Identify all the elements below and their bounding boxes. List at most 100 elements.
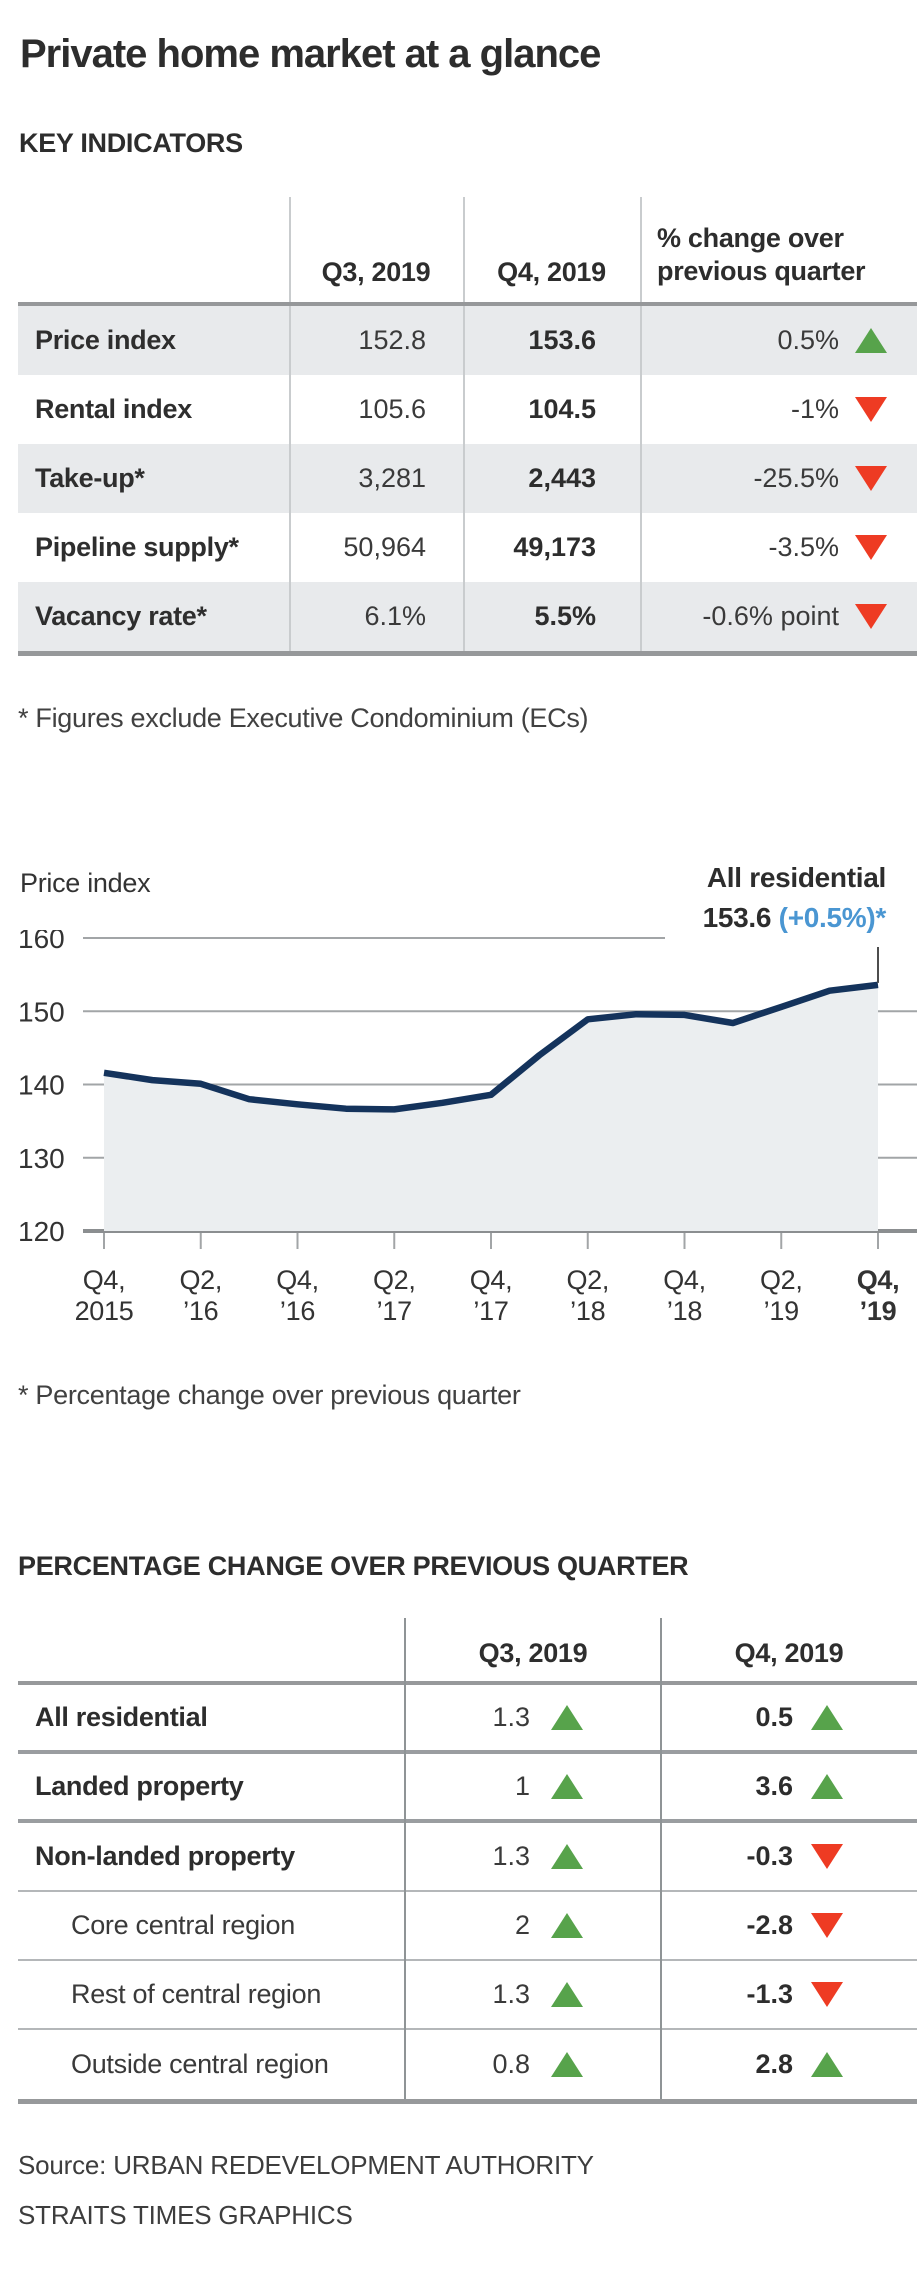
q3-value: 50,964 — [343, 532, 426, 562]
q3-cell: 1.3 — [405, 1702, 661, 1733]
x-tick-line2: ’19 — [763, 1296, 799, 1326]
q4-value: 104.5 — [528, 394, 596, 424]
bottom-rule — [18, 651, 917, 656]
y-tick-label: 140 — [18, 1070, 65, 1101]
header-q3: Q3, 2019 — [478, 1638, 588, 1668]
column-divider — [289, 197, 291, 656]
x-tick-line1: Q4, — [82, 1265, 126, 1295]
x-tick-line1: Q2, — [372, 1265, 416, 1295]
table-row: All residential 1.3 0.5 — [18, 1685, 917, 1754]
column-divider — [660, 1618, 662, 2099]
q3-cell: 2 — [405, 1910, 661, 1941]
change-cell: 0.5% — [640, 325, 917, 356]
annotation-value-line: 153.6 (+0.5%)* — [702, 898, 887, 938]
x-tick-label: Q4, ’16 — [276, 1265, 319, 1327]
change-value: -0.6% point — [702, 601, 839, 631]
header-change: % change over previous quarter — [657, 223, 866, 286]
table-header-row: Q3, 2019 Q4, 2019 % change over previous… — [18, 197, 917, 302]
up-triangle-icon — [551, 1844, 583, 1869]
row-label: Outside central region — [71, 2049, 329, 2079]
table-row: Landed property 1 3.6 — [18, 1754, 917, 1823]
header-spacer — [18, 288, 289, 302]
change-value: -25.5% — [753, 463, 839, 493]
q3-value: 1.3 — [492, 1702, 530, 1732]
q4-cell: 2.8 — [661, 2049, 917, 2080]
x-tick-line2: ’17 — [473, 1296, 509, 1326]
q4-cell: -0.3 — [661, 1841, 917, 1872]
annotation-value: 153.6 — [702, 902, 772, 933]
x-tick-line1: Q2, — [566, 1265, 610, 1295]
key-indicators-rows: Price index 152.8 153.6 0.5% Rental index 105… — [18, 306, 917, 651]
q3-value: 6.1% — [364, 601, 426, 631]
q4-value: -1.3 — [746, 1979, 793, 2009]
table-row: Non-landed property 1.3 -0.3 — [18, 1823, 917, 1892]
q3-value: 1.3 — [492, 1979, 530, 2009]
row-label: Core central region — [71, 1910, 295, 1940]
header-spacer — [18, 1669, 405, 1681]
header-q4: Q4, 2019 — [497, 257, 606, 287]
x-tick-line1: Q2, — [759, 1265, 803, 1295]
y-tick-label: 130 — [18, 1143, 65, 1174]
x-tick-line2: ’19 — [859, 1296, 897, 1326]
change-value: -1% — [790, 394, 839, 424]
x-axis-labels: Q4, 2015 Q2, ’16 Q4, ’16 Q2, ’17 Q4, ’17 Q2, ’18 Q4,… — [0, 1265, 920, 1335]
x-tick-line2: ’16 — [183, 1296, 219, 1326]
y-tick-label: 120 — [18, 1216, 65, 1247]
row-label: Rest of central region — [71, 1979, 322, 2009]
price-index-chart-area: 160 150 140 130 120 — [0, 923, 920, 1265]
x-tick-line1: Q4, — [469, 1265, 513, 1295]
down-triangle-icon — [811, 1913, 843, 1938]
x-tick-line2: ’17 — [376, 1296, 412, 1326]
change-cell: -0.6% point — [640, 601, 917, 632]
q4-value: 5.5% — [534, 601, 596, 631]
x-tick-line1: Q4, — [663, 1265, 706, 1295]
source-block: Source: URBAN REDEVELOPMENT AUTHORITY ST… — [18, 2140, 594, 2240]
q4-value: 2,443 — [528, 463, 596, 493]
q4-cell: 0.5 — [661, 1702, 917, 1733]
chart-title: Price index — [20, 868, 151, 898]
row-label: Pipeline supply* — [35, 532, 239, 562]
key-indicators-table: Q3, 2019 Q4, 2019 % change over previous… — [18, 197, 917, 656]
bottom-rule — [18, 2099, 917, 2104]
up-triangle-icon — [551, 2052, 583, 2077]
x-tick-line2: ’16 — [279, 1296, 316, 1326]
table-row: Outside central region 0.8 2.8 — [18, 2030, 917, 2099]
area-fill — [104, 984, 878, 1231]
q3-value: 3,281 — [358, 463, 426, 493]
table-row: Pipeline supply* 50,964 49,173 -3.5% — [18, 513, 917, 582]
up-triangle-icon — [811, 1774, 843, 1799]
q4-value: -0.3 — [746, 1841, 793, 1871]
x-tick-line1: Q2, — [179, 1265, 223, 1295]
table-row: Vacancy rate* 6.1% 5.5% -0.6% point — [18, 582, 917, 651]
q3-value: 1.3 — [492, 1841, 530, 1871]
q4-value: 0.5 — [755, 1702, 793, 1732]
source-line-1: Source: URBAN REDEVELOPMENT AUTHORITY — [18, 2150, 594, 2180]
price-index-line — [103, 981, 879, 1113]
header-rule — [18, 302, 917, 306]
q3-value: 0.8 — [492, 2049, 530, 2079]
down-triangle-icon — [811, 1982, 843, 2007]
row-label: Landed property — [35, 1771, 244, 1801]
change-cell: -1% — [640, 394, 917, 425]
table-header-row: Q3, 2019 Q4, 2019 — [18, 1612, 917, 1681]
table-row: Rental index 105.6 104.5 -1% — [18, 375, 917, 444]
row-label: Vacancy rate* — [35, 601, 207, 631]
x-tick-line2: 2015 — [74, 1296, 134, 1326]
chart-footnote: * Percentage change over previous quarte… — [18, 1380, 521, 1410]
chart-annotation: All residential 153.6 (+0.5%)* — [702, 858, 887, 938]
annotation-pct: (+0.5%)* — [778, 902, 887, 933]
up-triangle-icon — [855, 328, 887, 353]
x-tick-line1: Q4, — [856, 1265, 900, 1295]
header-rule — [18, 1681, 917, 1685]
x-tick-label: Q2, ’18 — [566, 1265, 609, 1327]
down-triangle-icon — [811, 1844, 843, 1869]
price-index-chart: 160 150 140 130 120 — [18, 923, 917, 1249]
x-tick-label: Q2, ’17 — [373, 1265, 416, 1327]
q3-cell: 1 — [405, 1771, 661, 1802]
pct-change-rows: All residential 1.3 0.5 Landed property 1 3.6… — [18, 1685, 917, 2099]
change-cell: -3.5% — [640, 532, 917, 563]
x-tick-label: Q2, ’19 — [760, 1265, 803, 1327]
q3-cell: 0.8 — [405, 2049, 661, 2080]
table-row: Price index 152.8 153.6 0.5% — [18, 306, 917, 375]
